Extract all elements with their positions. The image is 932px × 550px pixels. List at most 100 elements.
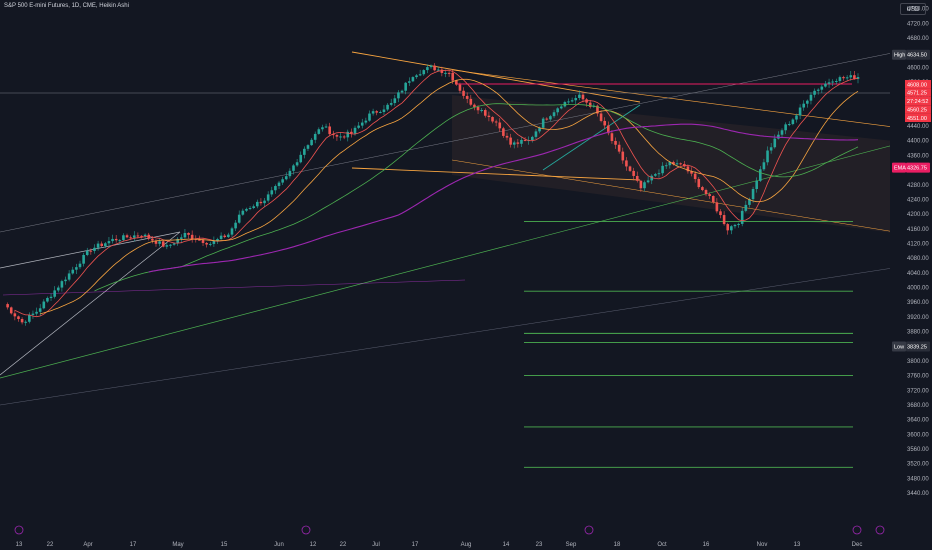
- mid-guide-line: [2, 279, 466, 296]
- candle-body: [201, 239, 205, 243]
- candle-body: [791, 119, 795, 125]
- price-axis-layer: 4760.004720.004680.004640.004600.004560.…: [890, 0, 932, 550]
- candle-body: [762, 162, 766, 170]
- price-label-tag: [892, 49, 906, 60]
- candle-body: [78, 263, 82, 268]
- price-tick-label: 4720.00: [907, 21, 929, 27]
- price-label-value: 4326.75: [907, 166, 927, 172]
- candle-body: [610, 133, 614, 141]
- price-tick-label: 4200.00: [907, 212, 929, 218]
- candle-body: [704, 190, 708, 195]
- candle-body: [686, 166, 690, 172]
- wedge-lower-line: [0, 231, 181, 376]
- candle-body: [545, 118, 549, 120]
- candle-body: [415, 75, 418, 78]
- candle-body: [56, 287, 60, 291]
- candle-body: [71, 269, 75, 274]
- candle-body: [270, 190, 274, 195]
- candle-body: [444, 72, 447, 74]
- time-tick-label: 15: [221, 542, 228, 548]
- candle-body: [241, 210, 245, 215]
- candle-body: [266, 194, 270, 201]
- candle-body: [853, 75, 856, 79]
- time-tick-label: 18: [614, 542, 621, 548]
- time-tick-label: 12: [310, 542, 317, 548]
- price-tick-label: 4440.00: [907, 124, 929, 130]
- candle-body: [38, 308, 42, 312]
- candle-body: [180, 237, 183, 239]
- ema-line: [148, 123, 859, 273]
- candle-body: [379, 111, 382, 113]
- candle-body: [599, 113, 603, 121]
- candle-body: [111, 238, 114, 242]
- candle-body: [433, 65, 436, 71]
- candle-body: [125, 235, 129, 238]
- candle-body: [806, 100, 809, 104]
- candle-body: [849, 75, 853, 78]
- candle-body: [574, 97, 578, 101]
- time-tick-label: Jul: [372, 542, 380, 548]
- time-tick-label: Dec: [852, 542, 863, 548]
- candle-body: [216, 239, 219, 241]
- candle-body: [411, 77, 415, 82]
- candle-body: [625, 160, 628, 167]
- time-tick-label: May: [172, 542, 183, 548]
- candle-body: [382, 109, 386, 112]
- candle-body: [744, 204, 748, 211]
- candle-body: [661, 165, 664, 174]
- candle-body: [100, 243, 104, 246]
- candle-body: [389, 103, 393, 105]
- candle-body: [418, 74, 422, 76]
- candle-body: [549, 116, 552, 120]
- candle-body: [331, 134, 335, 136]
- candle-body: [371, 111, 375, 114]
- candle-body: [375, 111, 379, 113]
- candle-body: [172, 243, 176, 245]
- price-tick-label: 3600.00: [907, 432, 929, 438]
- candle-body: [208, 243, 212, 245]
- candle-body: [104, 243, 107, 246]
- price-tick-label: 3560.00: [907, 447, 929, 453]
- price-label-box: [906, 162, 930, 173]
- candle-body: [827, 82, 831, 84]
- candle-body: [795, 115, 798, 120]
- price-tick-label: 4680.00: [907, 36, 929, 42]
- event-marker-icon: [301, 525, 311, 535]
- candle-body: [512, 142, 516, 145]
- time-tick-label: 23: [536, 542, 543, 548]
- time-tick-label: Sep: [566, 542, 577, 548]
- candle-body: [89, 250, 93, 252]
- candle-body: [480, 110, 483, 112]
- price-tick-label: 3720.00: [907, 388, 929, 394]
- candle-body: [845, 77, 849, 79]
- candle-body: [292, 165, 295, 171]
- candle-body: [176, 238, 179, 244]
- ma-fast-line: [14, 69, 859, 318]
- candle-body: [494, 121, 498, 123]
- candle-body: [227, 234, 230, 238]
- candle-body: [122, 235, 125, 241]
- candle-body: [328, 126, 331, 135]
- candle-body: [455, 80, 458, 85]
- candle-body: [567, 101, 570, 103]
- candle-body: [824, 83, 827, 87]
- candle-body: [607, 125, 610, 134]
- time-axis-layer: 13 22 Apr 17 May 15 Jun 12 22 Jul 17 Aug 14 23 Sep 18 Oc…: [14, 525, 885, 548]
- currency-button[interactable]: USD: [900, 3, 926, 15]
- candle-body: [288, 170, 292, 177]
- time-tick-label: Oct: [657, 542, 667, 548]
- candle-body: [722, 215, 726, 225]
- candle-body: [632, 170, 635, 176]
- candle-body: [13, 313, 17, 317]
- candle-body: [816, 89, 820, 91]
- candle-body: [263, 200, 266, 204]
- candles-layer: [6, 63, 860, 326]
- candle-body: [143, 234, 147, 237]
- candle-body: [49, 296, 53, 298]
- candle-body: [498, 122, 502, 129]
- candle-body: [813, 90, 816, 95]
- candle-body: [559, 106, 563, 109]
- candle-body: [310, 139, 313, 146]
- candle-body: [465, 95, 469, 99]
